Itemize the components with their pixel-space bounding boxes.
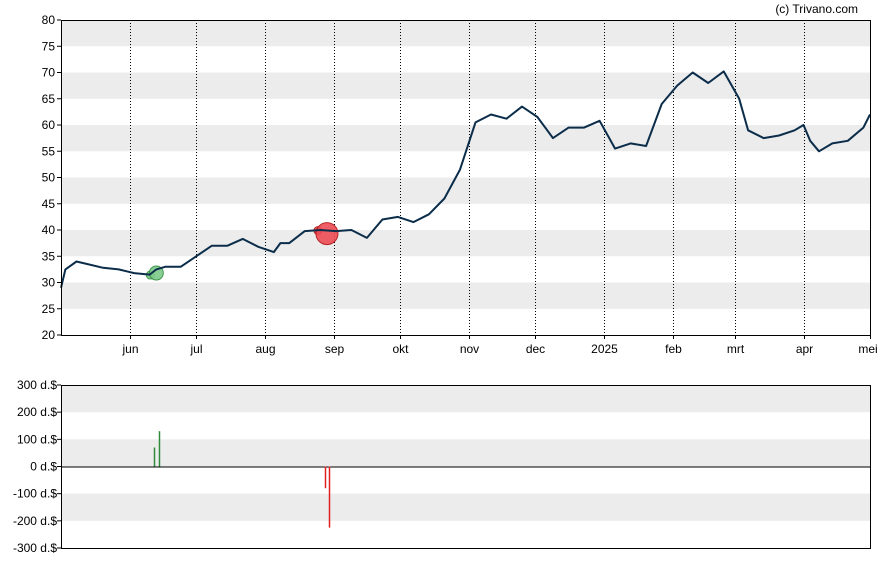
y-tick-label: 75 [42,39,56,53]
x-tick-label: dec [526,342,545,356]
transaction-grid-bands [61,385,870,521]
y-tick-label: 20 [42,328,56,342]
y-tick-label: -300 d.$ [13,541,57,555]
transaction-band [61,385,870,413]
y-tick-label: -100 d.$ [13,487,57,501]
x-tick-label: aug [255,342,275,356]
x-tick-label: okt [392,342,409,356]
transaction-panel: 300 d.$ 200 d.$ 100 d.$ 0 d.$ -100 d.$ -200 d… [13,378,871,555]
price-panel: 80 75 70 65 60 55 50 45 40 35 30 25 20 jun jul aug sep o… [42,13,878,356]
price-band [61,230,870,257]
price-grid-bands [61,20,870,309]
y-tick-label: 55 [42,144,56,158]
y-tick-label: 200 d.$ [17,405,57,419]
price-line [60,70,871,289]
month-x-ticks: jun jul aug sep okt nov dec 2025 feb mrt apr mei [121,335,878,356]
y-tick-label: 0 d.$ [30,460,57,474]
x-tick-label: nov [460,342,479,356]
buy-signal-marker [148,265,164,281]
price-band [61,282,870,309]
transaction-band [61,439,870,467]
y-tick-label: 50 [42,171,56,185]
credit-label: (c) Trivano.com [775,2,858,16]
y-tick-label: 80 [42,13,56,27]
price-panel-frame [61,20,871,336]
price-band [61,20,870,47]
x-tick-label: jun [121,342,138,356]
x-tick-label: mei [858,342,877,356]
y-tick-label: 35 [42,249,56,263]
y-tick-label: 100 d.$ [17,432,57,446]
price-band [61,72,870,99]
y-tick-label: 65 [42,92,56,106]
y-tick-label: -200 d.$ [13,514,57,528]
y-tick-label: 300 d.$ [17,378,57,392]
transaction-band [61,493,870,521]
y-tick-label: 70 [42,66,56,80]
sell-signal-marker [315,222,339,246]
transaction-panel-frame [61,385,871,549]
price-y-ticks: 80 75 70 65 60 55 50 45 40 35 30 25 20 [42,13,61,342]
x-tick-label: feb [665,342,682,356]
x-tick-label: 2025 [591,342,618,356]
x-tick-label: mrt [727,342,745,356]
y-tick-label: 60 [42,118,56,132]
y-tick-label: 30 [42,276,56,290]
y-tick-label: 40 [42,223,56,237]
y-tick-label: 45 [42,197,56,211]
y-tick-label: 25 [42,302,56,316]
transaction-bars [153,431,331,528]
transaction-y-ticks: 300 d.$ 200 d.$ 100 d.$ 0 d.$ -100 d.$ -200 d… [13,378,61,555]
x-tick-label: jul [189,342,202,356]
price-band [61,177,870,204]
x-tick-label: sep [325,342,345,356]
x-tick-label: apr [796,342,813,356]
